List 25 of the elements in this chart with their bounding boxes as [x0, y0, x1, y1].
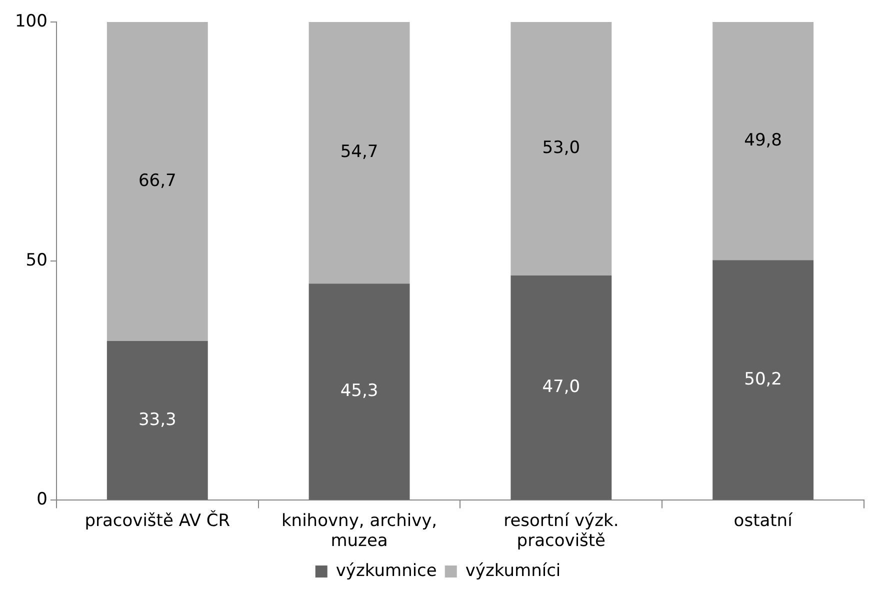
data-label: 50,2	[744, 369, 782, 390]
bar	[106, 22, 208, 341]
x-tick-label: ostatní	[734, 510, 794, 531]
bar	[510, 22, 612, 276]
data-label: 47,0	[542, 376, 580, 397]
data-label: 45,3	[340, 381, 378, 402]
data-label: 54,7	[340, 142, 378, 162]
data-label: 66,7	[138, 170, 176, 191]
y-tick-label: 50	[26, 250, 48, 271]
bar	[106, 340, 208, 500]
bar	[712, 22, 814, 260]
x-tick-label: pracoviště AV ČR	[84, 510, 230, 531]
bar	[712, 260, 814, 500]
data-label: 33,3	[138, 410, 176, 430]
bar	[308, 22, 410, 284]
y-tick-label: 100	[14, 11, 48, 32]
x-tick-label: knihovny, archivy, muzea	[281, 510, 438, 552]
data-label: 49,8	[744, 130, 782, 150]
legend-label: výzkumnice	[336, 560, 437, 581]
legend-label: výzkumníci	[465, 560, 561, 581]
bar	[308, 284, 410, 500]
y-tick-label: 0	[36, 490, 48, 510]
x-tick-label: resortní výzk. pracoviště	[504, 510, 619, 552]
data-label: 53,0	[542, 138, 580, 158]
bar	[510, 275, 612, 500]
